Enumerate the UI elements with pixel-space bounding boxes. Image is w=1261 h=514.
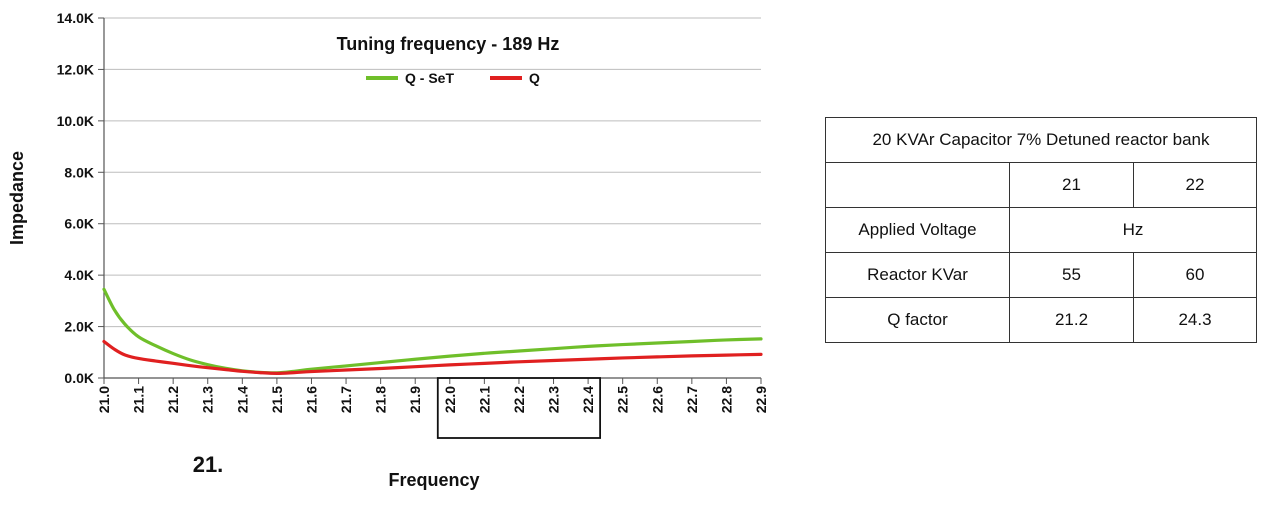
x-axis-title: Frequency [388,470,479,490]
highlight-box [436,377,602,439]
y-tick-label: 8.0K [64,164,94,180]
x-tick-label: 22.3 [546,386,562,413]
y-tick-label: 4.0K [64,267,94,283]
x-tick-label: 21.4 [234,386,250,413]
reactor-bank-table: 20 KVAr Capacitor 7% Detuned reactor ban… [825,117,1257,343]
y-tick-label: 12.0K [57,61,94,77]
table-row-label: Applied Voltage [825,207,1010,253]
y-tick-label: 2.0K [64,319,94,335]
x-tick-label: 22.0 [442,386,458,413]
x-tick-label: 22.8 [718,386,734,413]
x-tick-label: 21.9 [407,386,423,413]
x-tick-label: 22.7 [684,386,700,413]
x-tick-label: 21.3 [200,386,216,413]
table-cell: 55 [1009,252,1134,298]
chart-annotation: 21. [193,452,224,477]
y-tick-label: 6.0K [64,216,94,232]
x-tick-label: 21.8 [373,386,389,413]
x-tick-label: 22.9 [753,386,769,413]
x-tick-label: 22.5 [615,386,631,413]
legend-label-q-set: Q - SeT [405,70,454,86]
table-title-row: 20 KVAr Capacitor 7% Detuned reactor ban… [825,117,1257,163]
table-cell: 21.2 [1009,297,1134,343]
table-row-label: Q factor [825,297,1010,343]
table-header-cell: 22 [1133,162,1257,208]
x-tick-label: 21.6 [303,386,319,413]
table-row: Reactor KVar 55 60 [825,252,1257,298]
table-cell: 24.3 [1133,297,1257,343]
y-tick-label: 10.0K [57,113,94,129]
x-tick-labels: 21.0 21.1 21.2 21.3 21.4 21.5 21.6 21.7 21.8 21.9… [96,386,769,413]
table-header-cell: 21 [1009,162,1134,208]
table-row-label: Reactor KVar [825,252,1010,298]
y-tick-label: 14.0K [57,10,94,26]
y-tick-labels: 0.0K 2.0K 4.0K 6.0K 8.0K 10.0K 12.0K 14.0K [57,10,94,386]
series-lines [102,287,763,375]
x-tick-label: 21.1 [131,386,147,413]
x-tick-label: 21.7 [338,386,354,413]
table-header-cell [825,162,1010,208]
x-tick-label: 21.0 [96,386,112,413]
axes [98,17,762,384]
x-tick-label: 22.1 [476,386,492,413]
x-tick-label: 22.4 [580,386,596,413]
y-axis-title: Impedance [7,151,27,245]
table-row: Q factor 21.2 24.3 [825,297,1257,343]
table-cell: 60 [1133,252,1257,298]
y-tick-label: 0.0K [64,370,94,386]
grid-lines [104,17,761,328]
table-row: Applied Voltage Hz [825,207,1257,253]
x-tick-label: 21.5 [269,386,285,413]
table-title: 20 KVAr Capacitor 7% Detuned reactor ban… [825,117,1257,163]
x-tick-label: 22.2 [511,386,527,413]
x-tick-label: 21.2 [165,386,181,413]
legend-label-q: Q [529,70,540,86]
legend: Q - SeT Q [366,70,540,86]
table-header-row: 21 22 [825,162,1257,208]
chart-title: Tuning frequency - 189 Hz [337,34,560,54]
series-line-0 [102,287,763,375]
x-tick-label: 22.6 [649,386,665,413]
table-cell: Hz [1009,207,1257,253]
series-line-1 [102,339,763,375]
